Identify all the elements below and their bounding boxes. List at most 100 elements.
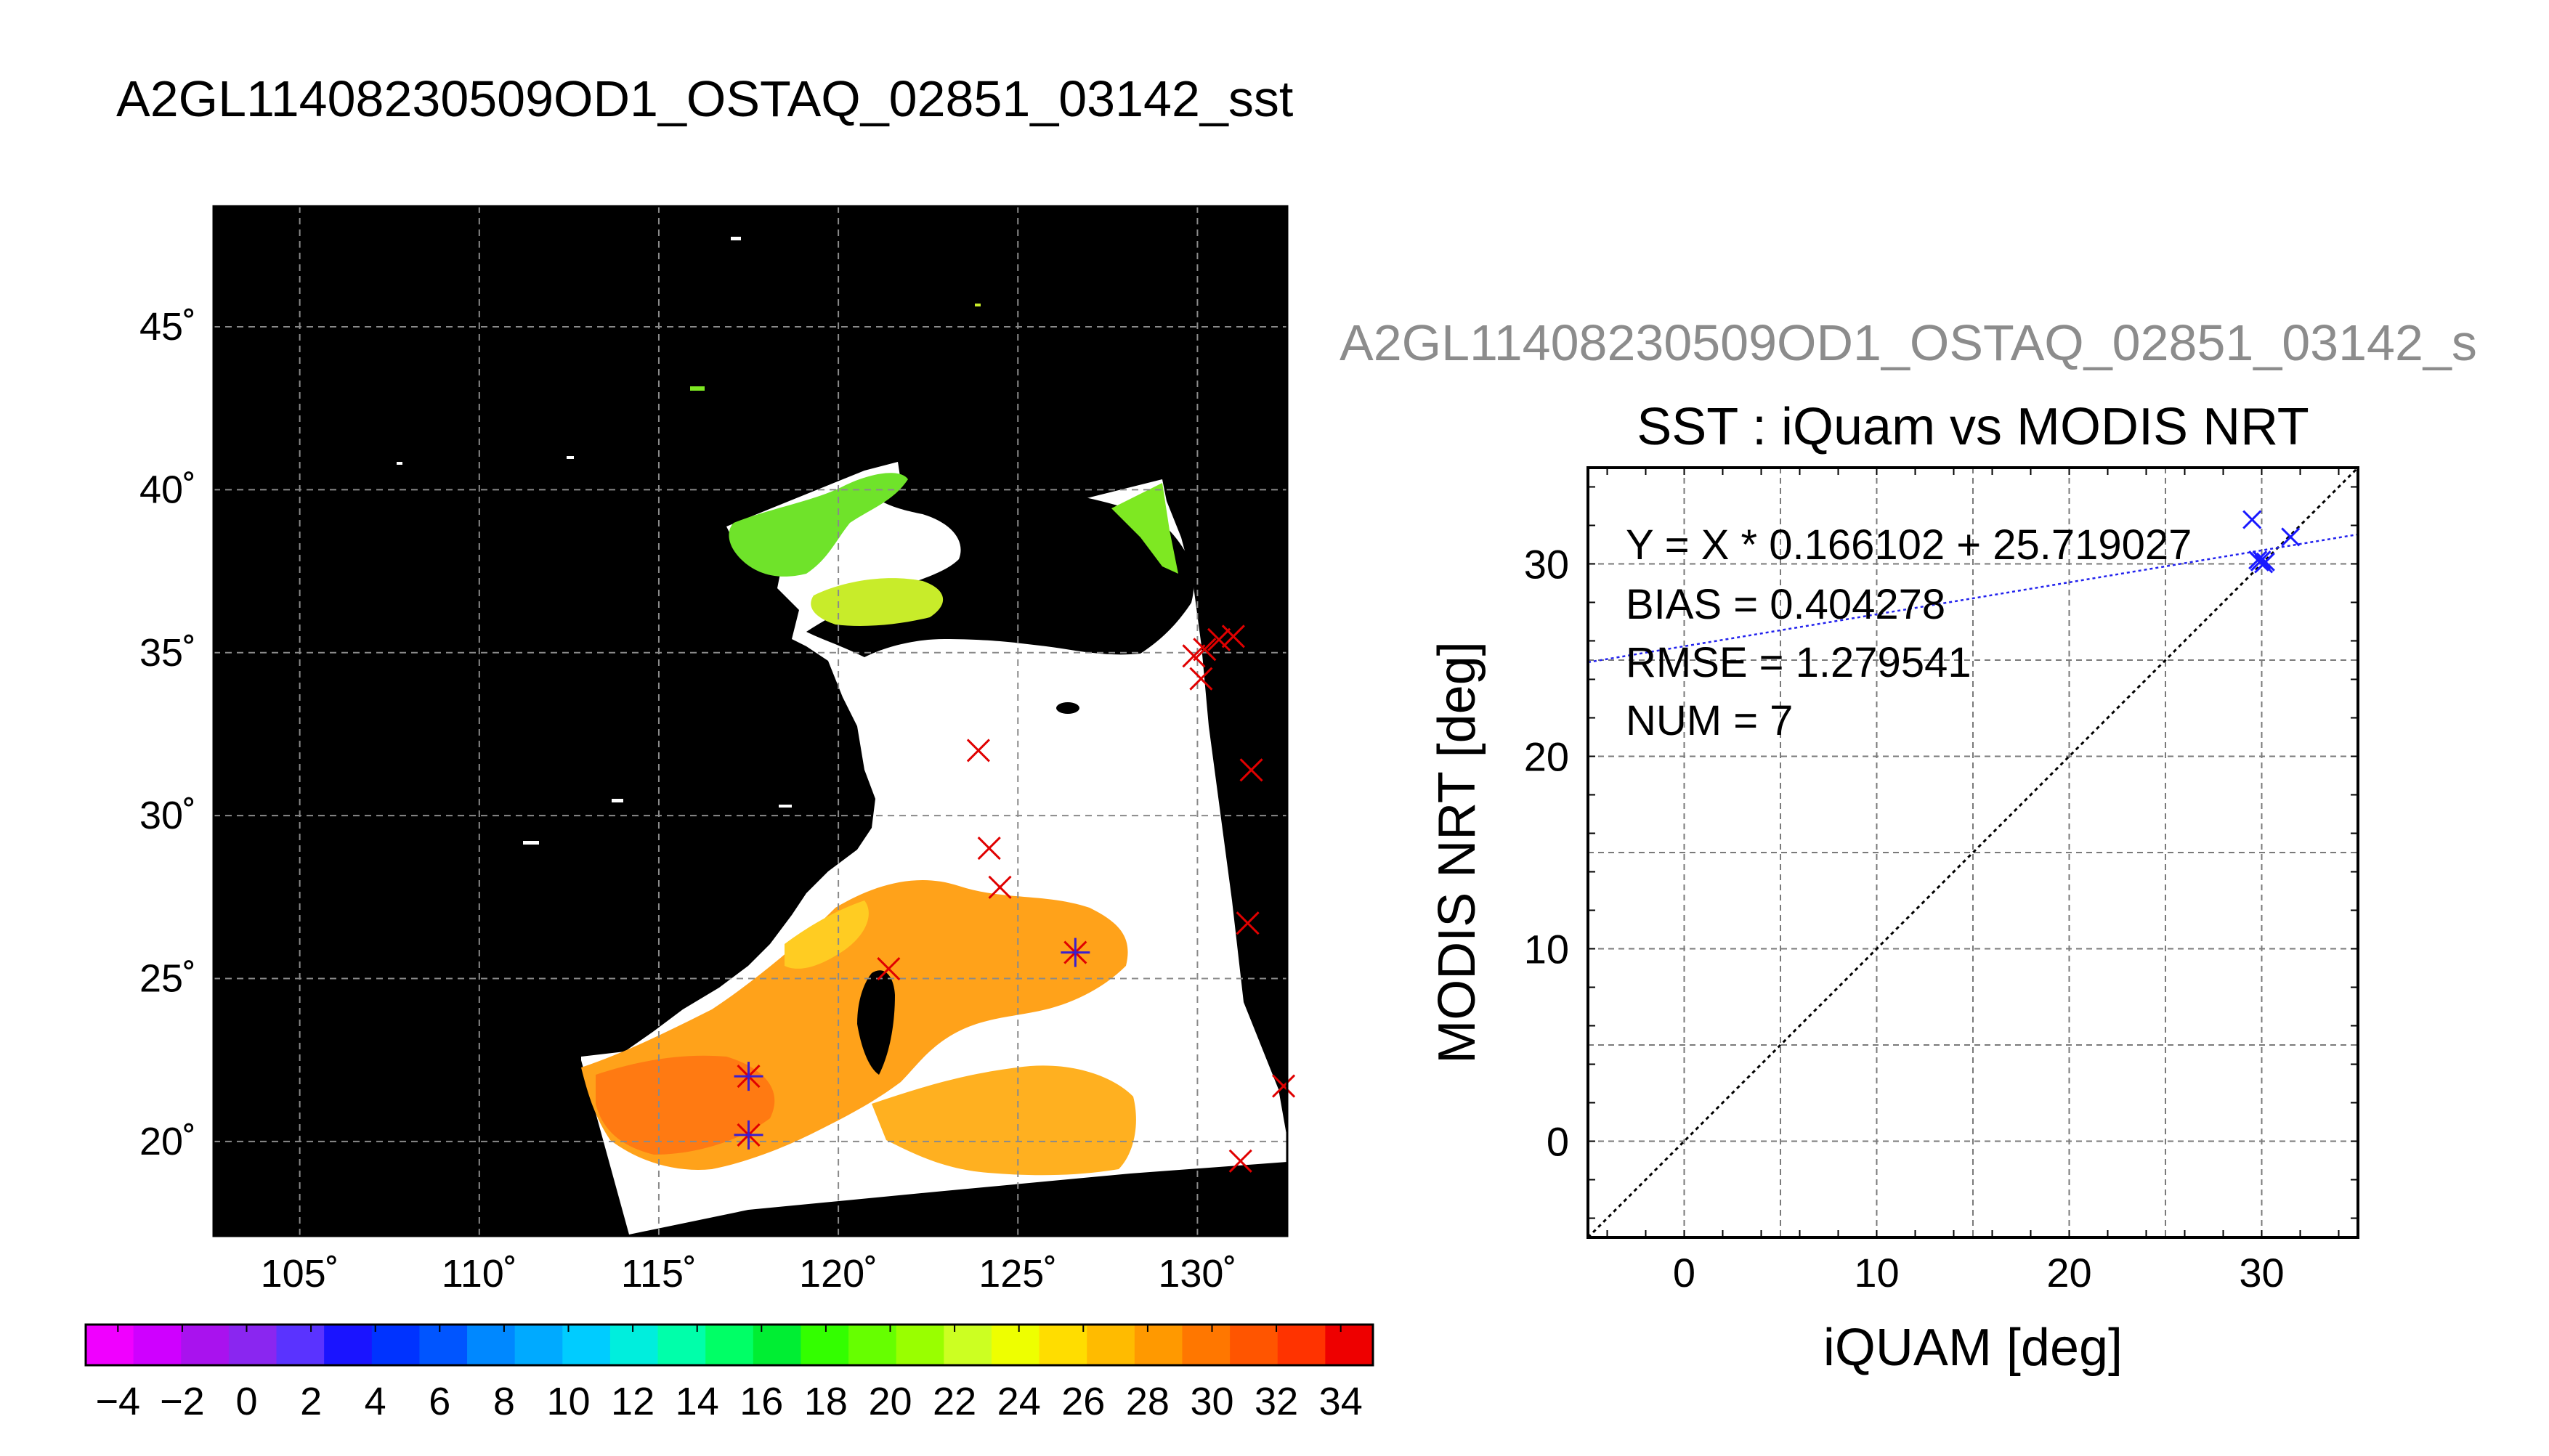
colorbar-border [84,1323,1374,1367]
map-buoy-marker-stroke [1239,758,1263,782]
map-buoy-marker-stroke [1236,911,1260,935]
map-buoy-marker-stroke [1189,667,1213,691]
map-lat-label: 45˚ [139,305,196,349]
map-buoy-marker [877,956,901,981]
y-axis-label: MODIS NRT [deg] [1428,641,1486,1064]
map-image-layer [397,237,1287,1235]
colorbar-cell [86,1325,134,1365]
scatter-point [2281,527,2301,547]
scatter-panel: A2GL11408230509OD1_OSTAQ_02851_03142_s S… [1340,314,2477,1377]
colorbar-cell [609,1325,659,1365]
colorbar-cell [944,1325,992,1365]
colorbar-tick-label: 10 [546,1380,590,1423]
scatter-gridlines [1588,468,2358,1237]
map-matched-buoy-marker [734,1062,763,1091]
scatter-x-tick-labels: 0 10 20 30 [1673,1250,2285,1296]
scatter-point [2242,510,2262,529]
rmse-value: RMSE = 1.279541 [1626,639,1971,686]
map-lon-label: 120˚ [799,1252,878,1296]
colorbar-cell [1039,1325,1088,1365]
colorbar-tick-label: 2 [300,1380,322,1423]
colorbar-cell [1182,1325,1231,1365]
map-buoy-marker-stroke [1228,1149,1252,1173]
speck [523,841,539,845]
colorbar-cell [896,1325,945,1365]
map-buoy-marker-stroke [1271,1074,1296,1098]
speck [567,456,574,459]
colorbar-tick-label: 0 [235,1380,257,1423]
map-lat-label: 25˚ [139,957,196,1001]
map-buoy-marker-stroke [1182,644,1206,668]
colorbar-tick-label: −2 [160,1380,205,1423]
colorbar-tick-label: 4 [365,1380,386,1423]
colorbar-tick-label: 20 [868,1380,912,1423]
colorbar-tick-label: 6 [429,1380,450,1423]
map-buoy-marker [966,739,990,762]
fit-equation: Y = X * 0.166102 + 25.719027 [1626,521,2192,569]
map-buoy-marker [1193,638,1217,662]
scatter-point-stroke [2281,527,2301,547]
scatter-point [2248,550,2268,570]
colorbar-cell [753,1325,802,1365]
map-buoy-marker-stroke [877,956,901,981]
colorbar: −4 −2 0 2 4 6 8 10 12 14 16 18 20 22 24 26 28 30 32 34 [84,1323,1374,1423]
colorbar-cell [133,1325,182,1365]
map-lat-label: 30˚ [139,794,196,837]
colorbar-cell [1230,1325,1278,1365]
colorbar-cell [991,1325,1040,1365]
scatter-y-tick-label: 30 [1524,542,1569,587]
colorbar-cell [1325,1325,1374,1365]
map-buoy-marker [977,836,1001,861]
scatter-x-tick-label: 10 [1854,1250,1899,1296]
map-lat-label: 35˚ [139,631,196,675]
map-buoy-marker [988,875,1012,899]
map-gridlines [214,206,1287,1236]
map-buoy-marker-stroke [1193,638,1217,662]
speck [779,805,792,808]
colorbar-tick-label: 28 [1126,1380,1170,1423]
colorbar-tick-label: 14 [676,1380,719,1423]
map-buoy-marker [1207,627,1231,651]
scatter-x-tick-label: 20 [2046,1250,2091,1296]
colorbar-cell [276,1325,325,1365]
colorbar-cell [705,1325,754,1365]
x-axis-label: iQUAM [deg] [1823,1319,2123,1377]
speck [690,386,705,391]
map-lat-label: 20˚ [139,1120,196,1163]
colorbar-tick-label: 34 [1319,1380,1363,1423]
colorbar-cell [181,1325,230,1365]
colorbar-tick-label: 24 [997,1380,1041,1423]
fujian-coast-sst-region [785,900,869,969]
scatter-y-tick-label: 20 [1524,734,1569,780]
regression-fit-line [1588,533,2358,664]
map-matched-buoy-marker [1061,938,1090,967]
colorbar-cell [514,1325,564,1365]
luzon-strait-sst-region [872,1065,1136,1176]
scatter-x-tick-label: 0 [1673,1250,1695,1296]
map-buoy-marker [1221,625,1245,648]
colorbar-cell [419,1325,468,1365]
map-buoy-marker [1236,911,1260,935]
bias-value: BIAS = 0.404278 [1626,581,1945,628]
main-title: A2GL11408230509OD1_OSTAQ_02851_03142_sst [116,70,1293,127]
korea-east-sst-region [1111,483,1178,574]
scatter-y-tick-label: 10 [1524,927,1569,972]
colorbar-cell [228,1325,277,1365]
colorbar-cell [562,1325,611,1365]
colorbar-tick-label: 30 [1190,1380,1233,1423]
map-panel: 45˚40˚35˚30˚25˚20˚ 105˚ 110˚ 115˚ 120˚ 125˚ 1… [139,205,1296,1296]
map-buoy-marker-stroke [1207,627,1231,651]
coastal-hot-region [596,1055,775,1155]
map-buoy-marker-stroke [1221,625,1245,648]
scatter-point [2256,552,2275,572]
colorbar-cell [371,1325,421,1365]
map-buoy-marker-stroke [966,739,990,762]
speck [397,462,402,465]
scatter-point [2252,550,2272,570]
overlay-title: A2GL11408230509OD1_OSTAQ_02851_03142_s [1340,314,2477,371]
map-buoy-marker [1239,758,1263,782]
jeju-island [1056,702,1079,714]
colorbar-cells [86,1325,1374,1365]
colorbar-tick-label: 16 [739,1380,783,1423]
